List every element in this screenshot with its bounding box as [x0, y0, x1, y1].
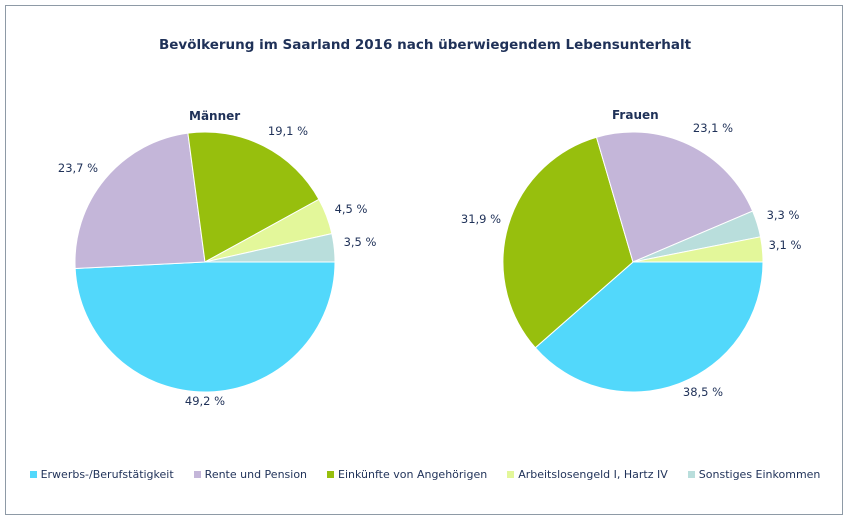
- legend-label: Erwerbs-/Berufstätigkeit: [40, 468, 174, 481]
- pie-frauen-slice-angehoerige: [502, 136, 634, 349]
- chart-title: Bevölkerung im Saarland 2016 nach überwi…: [158, 37, 692, 53]
- legend-swatch-arbeitslosengeld: [507, 471, 515, 478]
- legend: Erwerbs-/Berufstätigkeit Rente und Pensi…: [0, 468, 850, 481]
- legend-swatch-sonstiges: [687, 471, 695, 478]
- legend-label: Rente und Pension: [204, 468, 308, 481]
- legend-label: Sonstiges Einkommen: [698, 468, 821, 481]
- pie-maenner-label-angehoerige: 19,1 %: [268, 124, 308, 138]
- pie-maenner-slice-rente: [74, 132, 206, 270]
- legend-item: Erwerbs-/Berufstätigkeit: [29, 468, 174, 481]
- pie-frauen-label-arbeitslosengeld: 3,1 %: [769, 238, 802, 252]
- pie-title-maenner: Männer: [189, 109, 241, 123]
- pie-frauen-slice-rente: [595, 131, 754, 263]
- pie-frauen-label-sonstiges: 3,3 %: [767, 208, 800, 222]
- pie-maenner-slice-sonstiges: [204, 233, 336, 263]
- legend-label: Arbeitslosengeld I, Hartz IV: [518, 468, 668, 481]
- legend-item: Sonstiges Einkommen: [687, 468, 821, 481]
- legend-label: Einkünfte von Angehörigen: [338, 468, 488, 481]
- pie-maenner-label-rente: 23,7 %: [58, 161, 98, 175]
- legend-item: Rente und Pension: [193, 468, 308, 481]
- pie-maenner-label-erwerb: 49,2 %: [185, 394, 225, 408]
- pie-frauen-slice-arbeitslosengeld: [632, 236, 764, 263]
- pie-title-frauen: Frauen: [612, 108, 659, 122]
- legend-swatch-angehoerige: [327, 471, 335, 478]
- pie-frauen-slice-erwerb: [534, 261, 764, 393]
- pie-frauen-label-angehoerige: 31,9 %: [461, 212, 501, 226]
- pie-frauen-label-rente: 23,1 %: [693, 121, 733, 135]
- legend-swatch-erwerb: [29, 471, 37, 478]
- legend-swatch-rente: [193, 471, 201, 478]
- pie-maenner-label-sonstiges: 3,5 %: [344, 235, 377, 249]
- pie-maenner-slice-erwerb: [74, 261, 336, 393]
- pie-maenner-slice-angehoerige: [187, 131, 320, 263]
- legend-item: Arbeitslosengeld I, Hartz IV: [507, 468, 668, 481]
- legend-item: Einkünfte von Angehörigen: [327, 468, 487, 481]
- pie-frauen-label-erwerb: 38,5 %: [683, 385, 723, 399]
- pie-maenner-label-arbeitslosengeld: 4,5 %: [335, 202, 368, 216]
